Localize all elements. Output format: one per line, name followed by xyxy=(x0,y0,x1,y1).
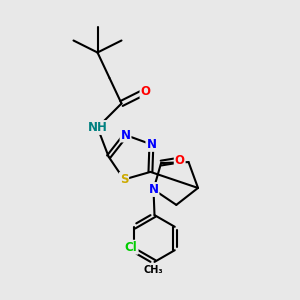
Text: NH: NH xyxy=(88,121,107,134)
Text: N: N xyxy=(148,183,158,196)
Text: CH₃: CH₃ xyxy=(143,265,163,275)
Text: O: O xyxy=(140,85,151,98)
Text: Cl: Cl xyxy=(125,241,138,254)
Text: N: N xyxy=(146,138,156,151)
Text: N: N xyxy=(121,128,130,142)
Text: S: S xyxy=(120,173,128,186)
Text: O: O xyxy=(175,154,185,166)
